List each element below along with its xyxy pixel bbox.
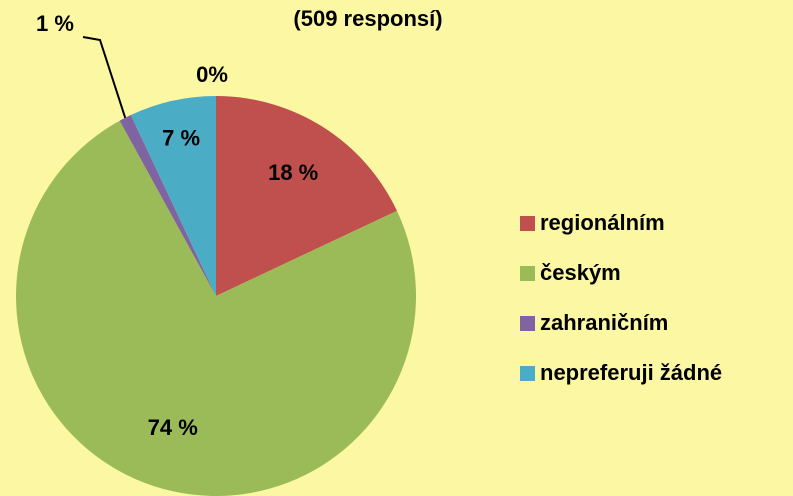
legend-swatch — [520, 216, 535, 231]
legend-label: regionálním — [540, 210, 665, 235]
legend-swatch — [520, 266, 535, 281]
pie-slice — [216, 96, 397, 296]
data-label: 18 % — [268, 160, 318, 185]
data-label: 1 % — [36, 11, 74, 36]
data-label: 74 % — [148, 415, 198, 440]
pie-slice — [119, 115, 216, 296]
legend-swatch — [520, 366, 535, 381]
chart-subtitle: (509 responsí) — [293, 6, 442, 31]
data-label: 7 % — [162, 126, 200, 151]
leader-line — [82, 36, 127, 119]
legend-swatch — [520, 316, 535, 331]
legend-label: nepreferuji žádné — [540, 360, 722, 385]
legend-label: českým — [540, 260, 621, 285]
annotation: 0% — [196, 62, 228, 87]
pie-slice — [16, 120, 416, 496]
legend-label: zahraničním — [540, 310, 668, 335]
pie-slice — [130, 96, 216, 296]
